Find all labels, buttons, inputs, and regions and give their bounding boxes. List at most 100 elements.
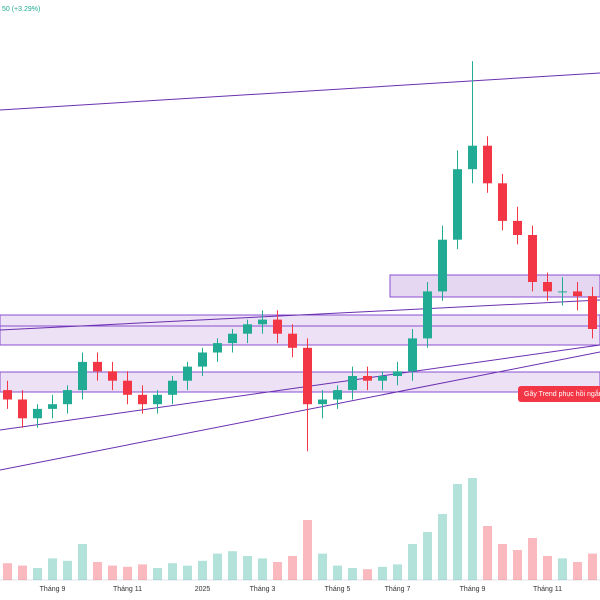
volume-bar <box>573 562 582 580</box>
volume-bar <box>78 544 87 580</box>
candle-body <box>393 371 402 376</box>
candle-body <box>123 380 132 395</box>
volume-bar <box>168 563 177 580</box>
volume-bar <box>63 560 72 580</box>
candle-body <box>498 183 507 221</box>
volume-bar <box>483 526 492 580</box>
candle-body <box>468 145 477 170</box>
x-tick-label: Tháng 7 <box>385 586 411 593</box>
volume-bar <box>258 558 267 580</box>
volume-bar <box>108 565 117 580</box>
candle-body <box>573 291 582 297</box>
candle-body <box>588 296 597 329</box>
candle-body <box>213 343 222 353</box>
candle-body <box>153 394 162 405</box>
volume-bar <box>558 558 567 580</box>
x-tick-label: Tháng 9 <box>460 586 486 593</box>
volume-bar <box>3 563 12 580</box>
candle-body <box>243 324 252 334</box>
zone <box>389 274 600 298</box>
trend-line <box>0 351 600 471</box>
trend-line <box>0 72 600 111</box>
candle-body <box>108 371 117 381</box>
volume-bar <box>243 556 252 580</box>
volume-bar <box>183 565 192 580</box>
candle-body <box>273 319 282 334</box>
volume-bar <box>138 564 147 580</box>
candle-body <box>483 145 492 184</box>
candle-body <box>303 347 312 405</box>
volume-bar <box>543 556 552 580</box>
x-tick-label: Tháng 3 <box>250 586 276 593</box>
candle-body <box>18 399 27 419</box>
volume-bar <box>18 565 27 580</box>
volume-bar <box>213 553 222 580</box>
candle-body <box>423 291 432 339</box>
candle-body <box>528 235 537 282</box>
candle-body <box>258 319 267 325</box>
candle-body <box>198 352 207 367</box>
candle-body <box>228 333 237 344</box>
candle-body <box>408 338 417 372</box>
x-tick-label: 2025 <box>195 586 211 593</box>
header-change: 50 (+3.29%) <box>2 6 40 13</box>
trend-line <box>0 299 600 331</box>
candle-body <box>168 380 177 395</box>
volume-bar <box>318 553 327 580</box>
candle-body <box>513 220 522 235</box>
x-tick-label: Tháng 9 <box>40 586 66 593</box>
volume-bar <box>363 569 372 580</box>
x-tick-label: Tháng 5 <box>325 586 351 593</box>
volume-bar <box>153 568 162 580</box>
annotation-text: Gãy Trend phục hồi ngắn <box>524 389 600 398</box>
volume-bar <box>453 484 462 580</box>
zone <box>0 314 600 346</box>
volume-bar <box>228 551 237 580</box>
volume-bar <box>513 550 522 580</box>
candle-body <box>453 169 462 240</box>
volume-bar <box>468 478 477 580</box>
candle-body <box>138 394 147 405</box>
zone <box>0 371 600 393</box>
candle-body <box>378 376 387 381</box>
volume-bar <box>438 514 447 580</box>
volume-bar <box>348 568 357 580</box>
volume-bar <box>333 565 342 580</box>
candle-body <box>348 376 357 391</box>
volume-bar <box>528 538 537 580</box>
volume-bar <box>273 562 282 580</box>
annotation: Gãy Trend phục hồi ngắn <box>518 386 600 402</box>
volume-bar <box>303 520 312 580</box>
volume-bar <box>198 560 207 580</box>
x-tick-label: Tháng 11 <box>533 586 562 593</box>
x-tick-label: Tháng 11 <box>113 586 142 593</box>
volume-bar <box>288 556 297 580</box>
trend-line <box>0 344 600 431</box>
candle-body <box>48 404 57 409</box>
candle-body <box>183 366 192 381</box>
volume-bar <box>498 544 507 580</box>
drawings <box>0 72 600 471</box>
candle-body <box>543 282 552 292</box>
candle-body <box>288 333 297 348</box>
volume-bar <box>423 532 432 580</box>
candle-body <box>333 390 342 400</box>
candle-body <box>558 291 567 293</box>
volume-bar <box>123 566 132 580</box>
candle-body <box>318 399 327 405</box>
candle-body <box>63 390 72 405</box>
volume-bar <box>393 564 402 580</box>
volume-bar <box>93 562 102 580</box>
annotation-box <box>518 386 600 402</box>
volume-bar <box>33 568 42 580</box>
candle-body <box>93 361 102 372</box>
candle-body <box>78 361 87 391</box>
volume-bar <box>48 558 57 580</box>
candle-body <box>363 376 372 381</box>
candle-body <box>33 408 42 419</box>
candle-body <box>3 390 12 400</box>
volume-bar <box>408 544 417 580</box>
volume-bar <box>588 553 597 580</box>
